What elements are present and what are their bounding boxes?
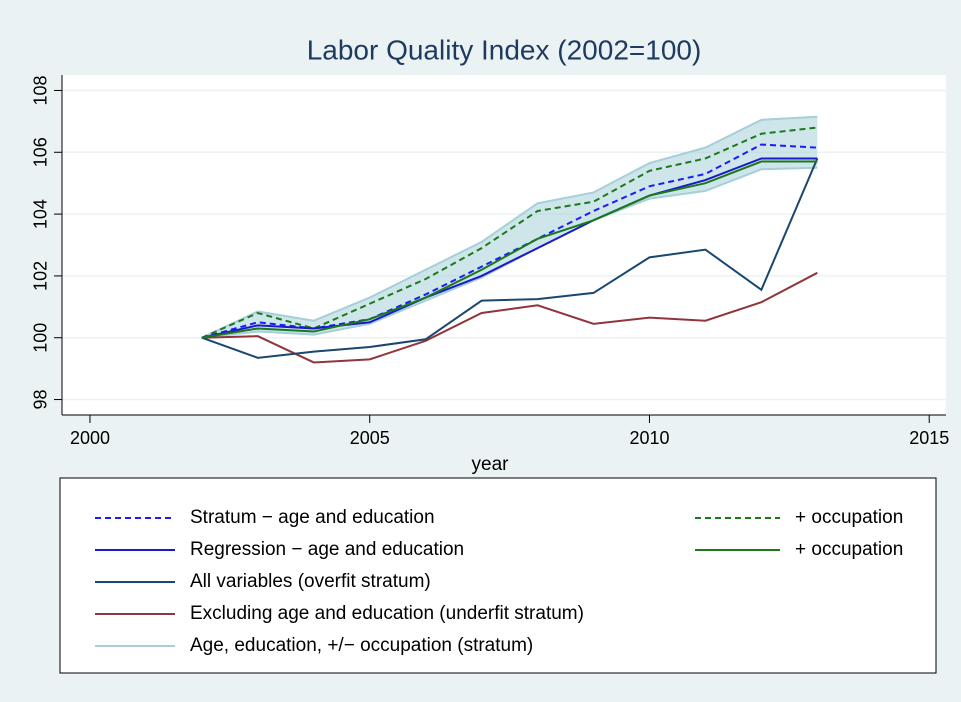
legend-label: Stratum − age and education bbox=[190, 507, 435, 528]
line bbox=[201, 160, 818, 339]
chart-title: Labor Quality Index (2002=100) bbox=[307, 34, 702, 65]
y-tick-label: 104 bbox=[31, 199, 51, 229]
line bbox=[201, 271, 818, 364]
legend-label: Age, education, +/− occupation (stratum) bbox=[190, 635, 533, 656]
line bbox=[201, 158, 819, 359]
x-tick-label: 2015 bbox=[909, 428, 949, 448]
y-tick-label: 102 bbox=[31, 261, 51, 291]
line bbox=[201, 126, 818, 339]
legend-label: + occupation bbox=[795, 539, 903, 560]
y-tick-label: 106 bbox=[31, 137, 51, 167]
legend-label: Excluding age and education (underfit st… bbox=[190, 603, 584, 624]
x-tick-label: 2000 bbox=[70, 428, 110, 448]
x-tick-label: 2005 bbox=[350, 428, 390, 448]
line bbox=[201, 157, 818, 339]
legend-label: Regression − age and education bbox=[190, 539, 464, 560]
x-axis-title: year bbox=[472, 454, 510, 475]
y-tick-label: 100 bbox=[31, 323, 51, 353]
y-tick-label: 98 bbox=[31, 390, 51, 410]
band-fill bbox=[201, 116, 818, 338]
legend-label: All variables (overfit stratum) bbox=[190, 571, 431, 592]
band-edge bbox=[201, 115, 818, 339]
legend bbox=[59, 477, 937, 674]
x-tick-label: 2010 bbox=[629, 428, 669, 448]
legend-label: + occupation bbox=[795, 507, 903, 528]
y-tick-label: 108 bbox=[31, 75, 51, 105]
